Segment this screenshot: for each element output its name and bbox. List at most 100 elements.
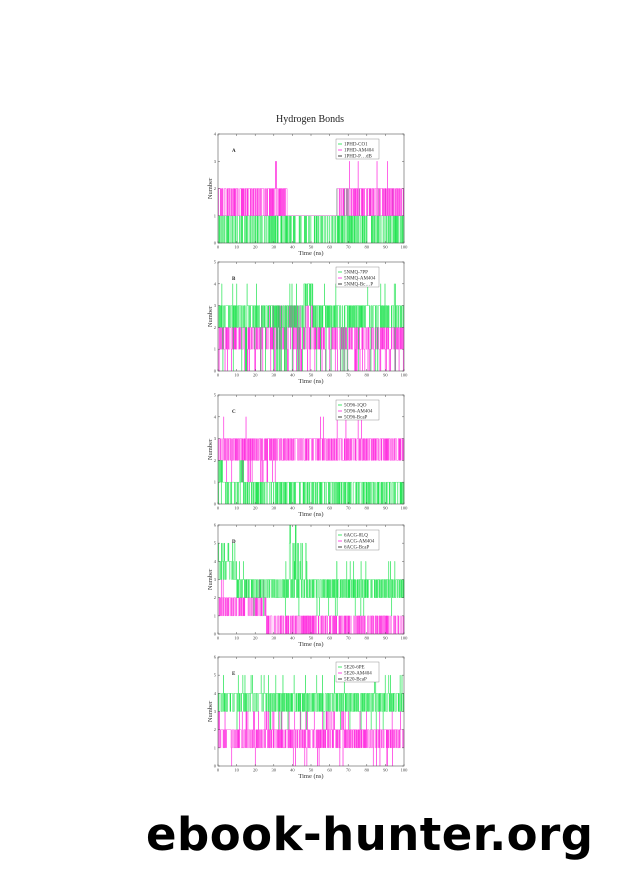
y-tick-label: 0 xyxy=(214,502,217,507)
x-tick-label: 50 xyxy=(309,245,314,250)
panel-letter: E xyxy=(232,672,236,677)
y-axis-label: Number xyxy=(207,438,214,460)
y-tick-label: 4 xyxy=(214,281,217,286)
y-tick-label: 1 xyxy=(214,745,216,750)
x-tick-label: 90 xyxy=(383,636,388,641)
y-tick-label: 3 xyxy=(214,159,217,164)
x-tick-label: 70 xyxy=(346,768,351,773)
y-tick-label: 5 xyxy=(214,260,217,265)
y-tick-label: 1 xyxy=(214,480,216,485)
y-axis-label: Number xyxy=(207,700,214,722)
x-tick-label: 30 xyxy=(272,245,277,250)
x-tick-label: 20 xyxy=(253,636,258,641)
x-tick-label: 100 xyxy=(401,245,409,250)
x-tick-label: 70 xyxy=(346,245,351,250)
y-axis-label: Number xyxy=(207,177,214,199)
panel-letter: B xyxy=(232,277,236,282)
legend-label: 1PHD-P…dB xyxy=(344,155,372,160)
y-tick-label: 5 xyxy=(214,673,217,678)
y-tick-label: 0 xyxy=(214,241,217,246)
legend-label: 5E20-BcaP xyxy=(344,678,367,683)
x-tick-label: 100 xyxy=(401,506,409,511)
x-tick-label: 0 xyxy=(217,245,220,250)
legend-label: 5O96-BcaP xyxy=(344,416,368,421)
x-tick-label: 40 xyxy=(290,506,295,511)
x-tick-label: 0 xyxy=(217,373,220,378)
x-tick-label: 100 xyxy=(401,373,409,378)
y-tick-label: 2 xyxy=(214,727,216,732)
y-tick-label: 2 xyxy=(214,186,216,191)
panel-c: 0 1 2 3 4 5 0 10 20 30 40 50 60 70 80 90 100 Time (ns) Num… xyxy=(205,391,415,521)
series-magenta xyxy=(218,416,405,483)
x-tick-label: 30 xyxy=(272,636,277,641)
y-tick-label: 5 xyxy=(214,541,217,546)
x-tick-label: 10 xyxy=(234,506,239,511)
x-tick-label: 10 xyxy=(234,373,239,378)
x-tick-label: 30 xyxy=(272,506,277,511)
x-tick-label: 10 xyxy=(234,245,239,250)
legend-label: 6ACG-8LQ xyxy=(344,534,368,539)
y-tick-label: 6 xyxy=(214,655,217,660)
x-tick-label: 100 xyxy=(401,768,409,773)
x-tick-label: 20 xyxy=(253,768,258,773)
x-tick-label: 10 xyxy=(234,636,239,641)
series-green xyxy=(218,524,405,617)
series-magenta xyxy=(218,711,405,767)
y-tick-label: 1 xyxy=(214,347,216,352)
x-axis-label: Time (ns) xyxy=(298,511,323,518)
panel-d: 0 1 2 3 4 5 6 0 10 20 30 40 50 60 70 80 90 100 Time (ns) Nu… xyxy=(205,521,415,651)
y-tick-label: 1 xyxy=(214,613,216,618)
panel-letter: D xyxy=(232,540,236,545)
x-tick-label: 40 xyxy=(290,636,295,641)
panel-letter: A xyxy=(232,149,236,154)
x-tick-label: 30 xyxy=(272,768,277,773)
x-tick-label: 60 xyxy=(327,373,332,378)
x-tick-label: 80 xyxy=(365,636,370,641)
y-tick-label: 3 xyxy=(214,303,217,308)
x-tick-label: 40 xyxy=(290,768,295,773)
x-tick-label: 90 xyxy=(383,245,388,250)
x-tick-label: 60 xyxy=(327,636,332,641)
x-tick-label: 80 xyxy=(365,373,370,378)
y-tick-label: 4 xyxy=(214,132,217,137)
panel-letter: C xyxy=(232,410,236,415)
y-tick-label: 5 xyxy=(214,393,217,398)
y-axis-label: Number xyxy=(207,568,214,590)
y-tick-label: 1 xyxy=(214,213,216,218)
legend-label: 6ACG-AM404 xyxy=(344,540,375,545)
legend-label: 5E20-AM404 xyxy=(344,672,372,677)
x-tick-label: 40 xyxy=(290,245,295,250)
x-tick-label: 0 xyxy=(217,636,220,641)
x-axis-label: Time (ns) xyxy=(298,641,323,648)
x-tick-label: 90 xyxy=(383,768,388,773)
y-tick-label: 3 xyxy=(214,709,217,714)
legend-label: 5O96-AM404 xyxy=(344,410,373,415)
series-green xyxy=(218,283,404,372)
x-axis-label: Time (ns) xyxy=(298,378,323,385)
x-tick-label: 60 xyxy=(327,506,332,511)
series-magenta xyxy=(218,161,404,216)
legend-label: 1PHD-AM404 xyxy=(344,149,374,154)
x-tick-label: 50 xyxy=(309,373,314,378)
x-tick-label: 50 xyxy=(309,768,314,773)
x-tick-label: 20 xyxy=(253,373,258,378)
y-tick-label: 3 xyxy=(214,577,217,582)
x-tick-label: 90 xyxy=(383,373,388,378)
y-tick-label: 0 xyxy=(214,369,217,374)
legend-label: 5NMQ-Bc…P xyxy=(344,283,373,288)
figure-title: Hydrogen Bonds xyxy=(275,114,345,125)
panel-e: 0 1 2 3 4 5 6 0 10 20 30 40 50 60 70 80 90 100 Time (ns) Nu… xyxy=(205,653,415,783)
y-axis-label: Number xyxy=(207,305,214,327)
x-tick-label: 0 xyxy=(217,768,220,773)
legend-label: 5NMQ-7PP xyxy=(344,271,368,276)
x-tick-label: 80 xyxy=(365,245,370,250)
y-tick-label: 3 xyxy=(214,436,217,441)
watermark-text: ebook-hunter.org xyxy=(146,808,594,861)
legend-label: 6ACG-BcaP xyxy=(344,546,369,551)
x-tick-label: 70 xyxy=(346,506,351,511)
panel-a: 0 1 2 3 4 0 10 20 30 40 50 60 70 80 90 100 Time (ns) Numb… xyxy=(205,130,415,260)
x-tick-label: 80 xyxy=(365,768,370,773)
